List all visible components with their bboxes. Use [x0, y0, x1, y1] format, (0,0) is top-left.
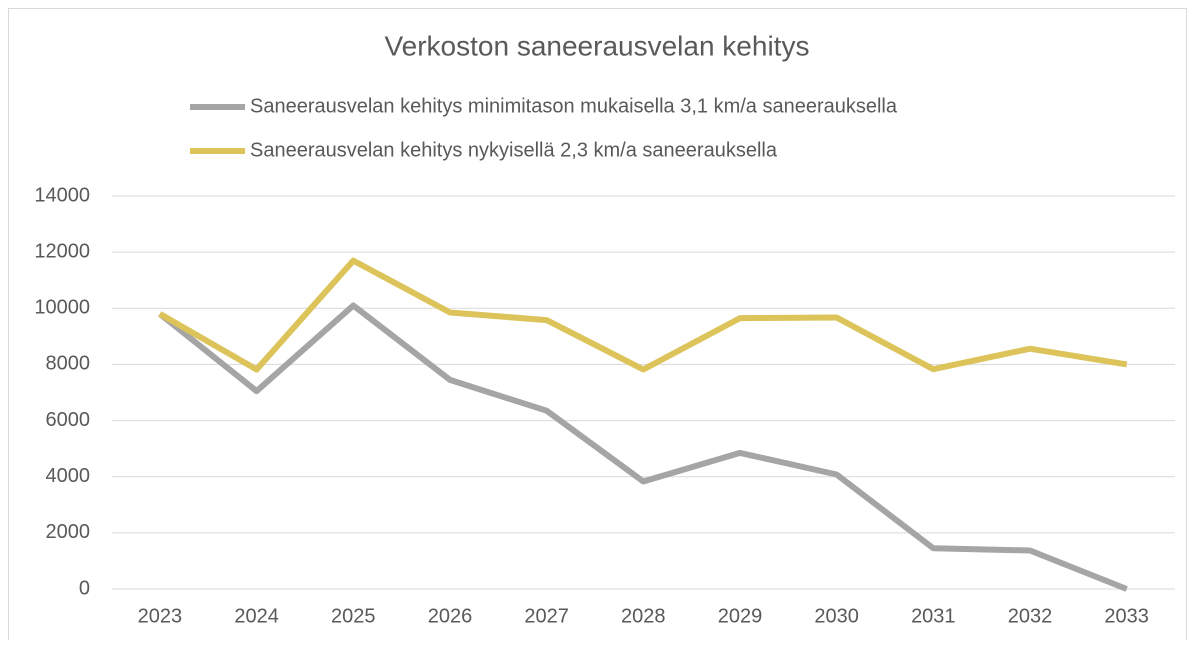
x-tick-label: 2031	[911, 605, 956, 627]
legend-label: Saneerausvelan kehitys minimitason mukai…	[250, 95, 898, 117]
y-tick-label: 8000	[46, 353, 91, 375]
x-tick-label: 2026	[428, 605, 473, 627]
y-tick-label: 4000	[46, 465, 91, 487]
chart-title: Verkoston saneerausvelan kehitys	[385, 30, 810, 61]
y-tick-label: 2000	[46, 521, 91, 543]
x-tick-label: 2024	[234, 605, 279, 627]
legend-label: Saneerausvelan kehitys nykyisellä 2,3 km…	[250, 139, 778, 161]
x-tick-label: 2030	[814, 605, 859, 627]
y-tick-label: 0	[79, 577, 90, 599]
series-line	[158, 302, 1128, 592]
y-tick-label: 10000	[34, 297, 90, 319]
x-tick-label: 2023	[138, 605, 183, 627]
x-tick-label: 2033	[1104, 605, 1149, 627]
y-tick-label: 12000	[34, 240, 90, 262]
x-tick-label: 2027	[524, 605, 569, 627]
series-line	[158, 257, 1128, 373]
x-tick-label: 2028	[621, 605, 666, 627]
y-tick-label: 6000	[46, 409, 91, 431]
x-tick-label: 2032	[1008, 605, 1053, 627]
y-tick-label: 14000	[34, 184, 90, 206]
x-tick-label: 2029	[718, 605, 763, 627]
chart-border	[8, 8, 1187, 645]
x-tick-label: 2025	[331, 605, 376, 627]
